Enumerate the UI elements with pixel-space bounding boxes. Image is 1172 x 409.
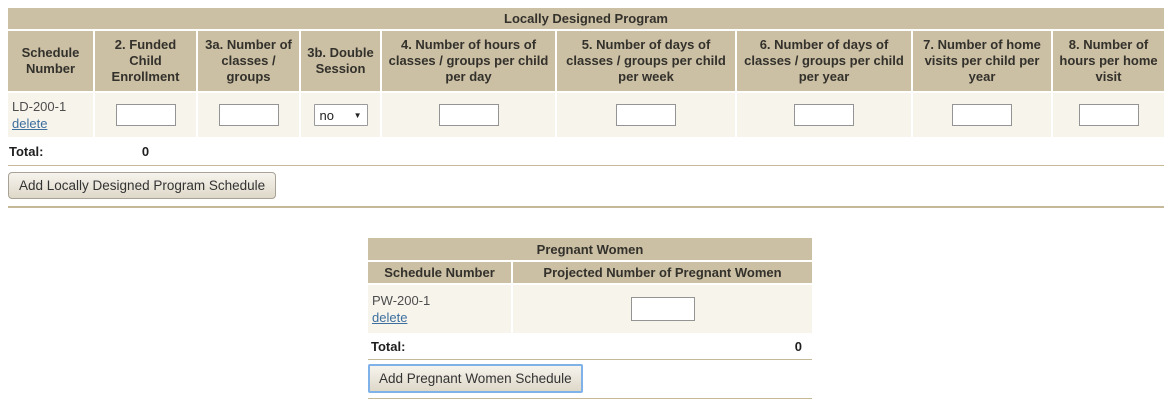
chevron-down-icon: ▼ (353, 110, 362, 120)
double-session-selected-value: no (319, 107, 334, 123)
days-per-child-per-year-input[interactable] (794, 104, 854, 126)
ld-cell-double-session: no ▼ (301, 93, 380, 137)
ld-table-title: Locally Designed Program (8, 8, 1164, 29)
pw-table-title: Pregnant Women (368, 238, 812, 260)
pw-button-row: Add Pregnant Women Schedule (368, 360, 812, 399)
add-locally-designed-program-schedule-button[interactable]: Add Locally Designed Program Schedule (8, 172, 277, 199)
ld-schedule-row: LD-200-1 delete (8, 93, 93, 137)
ld-cell-days-per-year (737, 93, 911, 137)
ld-delete-link[interactable]: delete (12, 116, 48, 131)
pw-cell-projected-number (513, 285, 812, 333)
funded-child-enrollment-input[interactable] (115, 104, 176, 126)
number-of-classes-groups-input[interactable] (218, 104, 279, 126)
double-session-select[interactable]: no ▼ (313, 104, 368, 126)
ld-button-row: Add Locally Designed Program Schedule (8, 166, 1164, 208)
ld-total-label: Total: (9, 143, 44, 159)
pregnant-women-section: Pregnant Women Schedule Number Projected… (368, 238, 812, 399)
add-pregnant-women-schedule-button[interactable]: Add Pregnant Women Schedule (368, 364, 583, 393)
pw-total-label: Total: (371, 338, 406, 354)
pw-delete-link[interactable]: delete (372, 310, 408, 325)
locally-designed-program-table: Locally Designed Program Schedule Number… (8, 8, 1164, 137)
pw-total-value: 0 (794, 338, 802, 354)
hours-per-child-per-day-input[interactable] (438, 104, 499, 126)
ld-schedule-number: LD-200-1 (12, 99, 67, 114)
pregnant-women-table: Pregnant Women Schedule Number Projected… (368, 238, 812, 333)
ld-column-header-home-visits-per-year: 7. Number of home visits per child per y… (913, 31, 1051, 91)
ld-total-row: Total: 0 (8, 137, 1164, 166)
ld-cell-number-of-classes (198, 93, 299, 137)
ld-total-value: 0 (141, 143, 150, 159)
ld-column-header-hours-per-home-visit: 8. Number of hours per home visit (1053, 31, 1164, 91)
hours-per-home-visit-input[interactable] (1078, 104, 1139, 126)
ld-column-header-days-per-week: 5. Number of days of classes / groups pe… (557, 31, 735, 91)
home-visits-per-child-per-year-input[interactable] (952, 104, 1012, 126)
ld-cell-hours-per-day (382, 93, 555, 137)
ld-column-header-funded-child-enrollment: 2. Funded Child Enrollment (95, 31, 196, 91)
ld-cell-hours-per-home-visit (1053, 93, 1164, 137)
days-per-child-per-week-input[interactable] (616, 104, 676, 126)
pw-schedule-row: PW-200-1 delete (368, 285, 511, 333)
pw-schedule-number: PW-200-1 (372, 293, 431, 308)
ld-cell-days-per-week (557, 93, 735, 137)
pw-total-row: Total: 0 (368, 333, 812, 360)
pw-column-header-schedule-number: Schedule Number (368, 262, 511, 283)
pw-column-header-projected-number: Projected Number of Pregnant Women (513, 262, 812, 283)
ld-column-header-hours-per-day: 4. Number of hours of classes / groups p… (382, 31, 555, 91)
ld-cell-funded-child-enrollment (95, 93, 196, 137)
ld-column-header-schedule-number: Schedule Number (8, 31, 93, 91)
ld-column-header-double-session: 3b. Double Session (301, 31, 380, 91)
ld-column-header-days-per-year: 6. Number of days of classes / groups pe… (737, 31, 911, 91)
ld-cell-home-visits-per-year (913, 93, 1051, 137)
projected-number-of-pregnant-women-input[interactable] (630, 297, 695, 321)
ld-column-header-number-of-classes: 3a. Number of classes / groups (198, 31, 299, 91)
